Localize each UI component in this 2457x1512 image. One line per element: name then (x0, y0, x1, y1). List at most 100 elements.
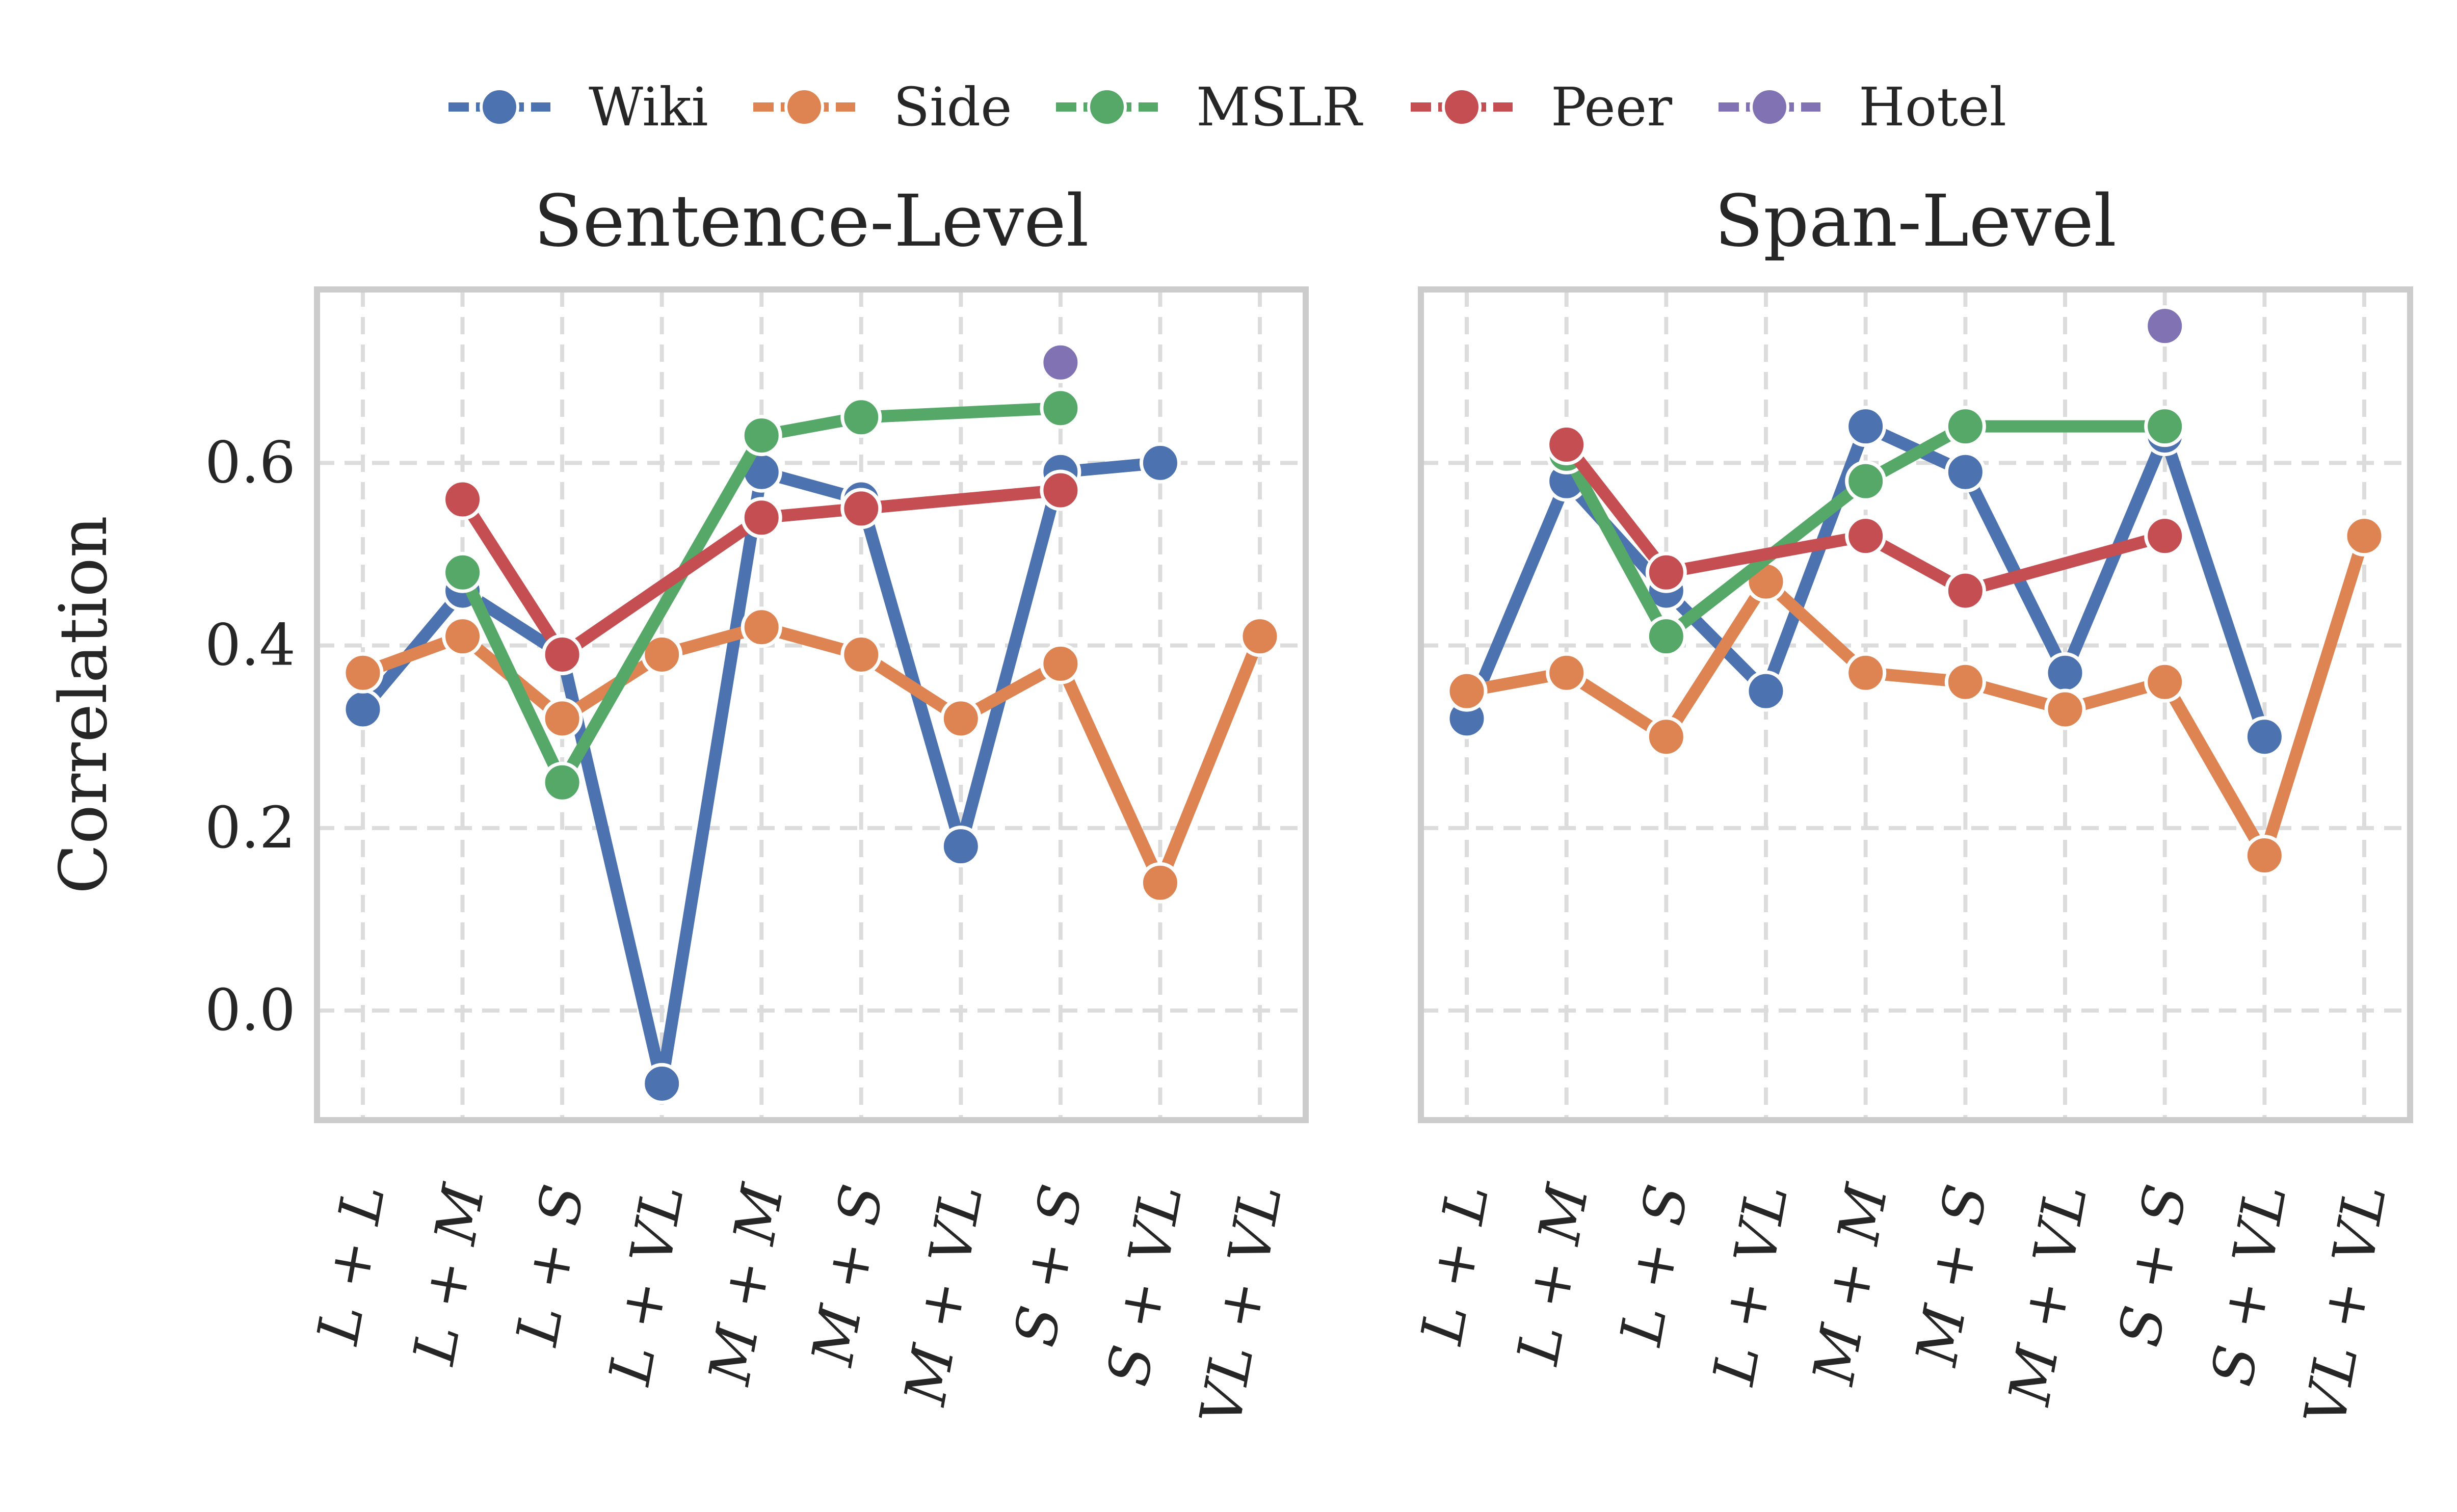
series-hotel (2144, 305, 2186, 347)
data-point-side (1645, 716, 1687, 758)
x-tick-label: S + S (1002, 1180, 1095, 1351)
data-point-mslr (1645, 616, 1687, 657)
x-tick-label: VL + VL (2292, 1180, 2399, 1430)
data-point-mslr (2144, 406, 2186, 447)
data-point-mslr (1944, 406, 1986, 447)
legend-item-side: Side (753, 76, 1012, 138)
gridlines (1421, 289, 2410, 1120)
data-point-mslr (1040, 387, 1081, 429)
y-tick-label: 0.4 (205, 613, 296, 679)
x-tick-label: S + VL (1095, 1180, 1195, 1391)
data-point-side (1944, 661, 1986, 703)
data-point-side (940, 698, 982, 739)
data-point-side (1446, 670, 1488, 712)
data-point-peer (1645, 551, 1687, 593)
data-point-side (1239, 616, 1281, 657)
data-point-peer (1040, 469, 1081, 511)
series-hotel (1040, 341, 1081, 383)
legend-marker-side (784, 87, 824, 127)
panel-frame (314, 286, 1309, 1123)
x-tick-label: L + L (305, 1180, 398, 1350)
legend-marker-hotel (1750, 87, 1789, 127)
x-tick-label: M + VL (892, 1180, 996, 1411)
legend-item-wiki: Wiki (448, 76, 708, 138)
data-point-wiki (2044, 652, 2086, 694)
data-point-wiki (1944, 451, 1986, 493)
legend: Wiki Side MSLR Peer Hotel (448, 76, 2006, 138)
x-tick-label: S + S (2106, 1180, 2200, 1351)
data-point-peer (1845, 515, 1887, 557)
series-mslr (442, 387, 1081, 803)
data-point-side (442, 616, 484, 657)
data-point-hotel (1040, 341, 1081, 383)
data-point-mslr (541, 761, 583, 803)
x-tick-label: L + M (401, 1179, 497, 1370)
data-point-side (342, 652, 384, 694)
data-point-peer (2144, 515, 2186, 557)
data-point-wiki (342, 688, 384, 730)
legend-label-hotel: Hotel (1859, 76, 2006, 138)
data-point-side (1139, 862, 1181, 904)
data-point-side (840, 633, 882, 675)
legend-marker-mslr (1087, 87, 1127, 127)
data-point-side (541, 698, 583, 739)
data-point-peer (541, 633, 583, 675)
data-point-peer (741, 497, 782, 539)
series-group (342, 341, 1281, 1104)
legend-marker-wiki (480, 87, 519, 127)
data-point-peer (1546, 424, 1588, 466)
series-peer (1546, 424, 2186, 612)
data-point-wiki (940, 826, 982, 867)
series-side (1446, 515, 2385, 877)
data-point-side (1040, 643, 1081, 684)
data-point-mslr (741, 415, 782, 457)
y-tick-labels: 0.0 0.2 0.4 0.6 (205, 430, 296, 1044)
x-tick-label: M + S (1904, 1180, 2000, 1371)
legend-label-wiki: Wiki (589, 76, 708, 138)
panel-title-span-level: Span-Level (1714, 180, 2117, 263)
x-tick-label: L + VL (1701, 1180, 1801, 1390)
x-tick-label: L + M (1504, 1179, 1601, 1370)
data-point-mslr (442, 551, 484, 593)
y-tick-label: 0.0 (205, 977, 296, 1044)
series-group (1446, 305, 2385, 877)
data-point-peer (1944, 570, 1986, 612)
series-line-side (1461, 529, 2370, 862)
data-point-peer (442, 479, 484, 520)
series-peer (442, 469, 1081, 675)
legend-marker-peer (1442, 87, 1482, 127)
y-tick-label: 0.2 (205, 795, 296, 861)
data-point-wiki (2243, 716, 2285, 758)
x-tick-label: S + VL (2199, 1180, 2300, 1391)
data-point-side (2044, 688, 2086, 730)
data-point-mslr (1845, 460, 1887, 502)
series-line-side (357, 621, 1266, 889)
legend-label-peer: Peer (1551, 76, 1672, 138)
x-tick-label: M + S (799, 1180, 896, 1371)
x-tick-label: M + M (696, 1179, 797, 1390)
gridlines (317, 289, 1306, 1120)
legend-label-side: Side (893, 76, 1012, 138)
data-point-peer (840, 488, 882, 529)
panel-title-sentence-level: Sentence-Level (534, 180, 1089, 263)
data-point-mslr (840, 396, 882, 438)
x-tick-label: VL + VL (1187, 1180, 1295, 1430)
x-tick-label: L + L (1409, 1180, 1502, 1350)
data-point-wiki (641, 1063, 683, 1104)
data-point-side (1845, 652, 1887, 694)
data-point-wiki (1139, 442, 1181, 484)
series-side (342, 606, 1281, 904)
legend-item-hotel: Hotel (1719, 76, 2006, 138)
x-tick-label: L + VL (596, 1180, 697, 1390)
data-point-side (641, 633, 683, 675)
data-point-side (2343, 515, 2385, 557)
legend-label-mslr: MSLR (1196, 76, 1363, 138)
data-point-hotel (2144, 305, 2186, 347)
x-tick-label: M + M (1800, 1179, 1900, 1390)
x-tick-label: M + VL (1996, 1180, 2100, 1411)
